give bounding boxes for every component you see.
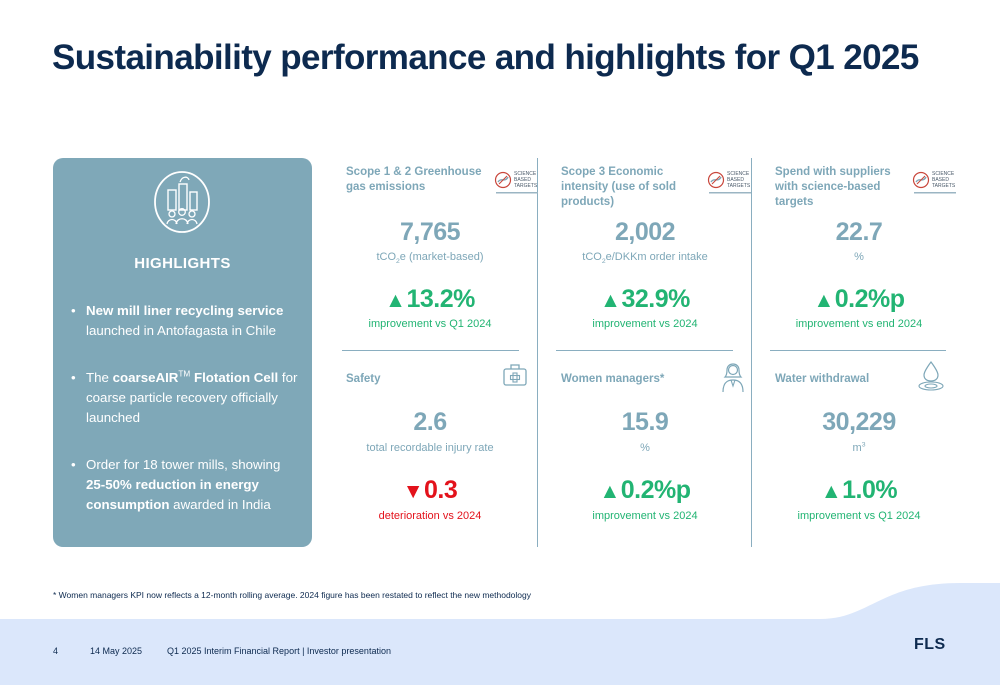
kpi-scope12: Scope 1 & 2 Greenhouse gas emissions SCI…: [346, 165, 539, 345]
bullet: •: [71, 303, 76, 318]
kpi-unit: %: [854, 251, 864, 263]
column-divider: [751, 158, 752, 547]
kpi-change: ▼0.3: [402, 476, 458, 504]
kpi-change: ▲0.2%p: [599, 476, 691, 504]
highlights-panel: HIGHLIGHTS • New mill liner recycling se…: [53, 158, 312, 547]
kpi-change: ▲32.9%: [600, 285, 690, 313]
kpi-change-desc: improvement vs 2024: [592, 318, 698, 330]
page-title: Sustainability performance and highlight…: [52, 38, 919, 77]
fls-logo: FLS: [914, 636, 946, 653]
kpi-unit: m3: [852, 441, 866, 454]
arrow-up-icon: ▲: [599, 480, 620, 503]
kpi-water: Water withdrawal 30,229 m3 ▲1.0% improve…: [775, 361, 953, 532]
first-aid-kit-icon: [503, 364, 527, 386]
svg-text:TARGETS: TARGETS: [514, 183, 538, 189]
kpi-change: ▲1.0%: [820, 476, 898, 504]
highlight-text: launched in Antofagasta in Chile: [86, 323, 276, 338]
highlight-text: awarded in India: [169, 497, 271, 512]
kpi-safety: Safety 2.6 total recordable injury rate …: [346, 364, 527, 532]
footer-date: 14 May 2025: [90, 646, 143, 656]
kpi-unit: tCO2e/DKKm order intake: [582, 251, 708, 266]
highlight-item: • Order for 18 tower mills, showing 25-5…: [71, 455, 301, 515]
bullet: •: [71, 457, 76, 472]
sustainable-city-icon: [154, 171, 210, 233]
kpi-label: Scope 1 & 2 Greenhouse gas emissions: [346, 166, 482, 193]
highlight-text: Order for 18 tower mills, showing: [86, 457, 281, 472]
kpi-value: 7,765: [399, 218, 461, 246]
highlight-text: The: [86, 370, 113, 385]
svg-text:SCIENCE: SCIENCE: [932, 171, 955, 177]
kpi-suppliers: Spend with suppliers with science-based …: [775, 165, 957, 345]
bullet: •: [71, 370, 76, 385]
row-divider: [770, 350, 946, 351]
footnote: * Women managers KPI now reflects a 12-m…: [53, 590, 532, 600]
svg-text:BASED: BASED: [514, 177, 531, 183]
svg-text:SCIENCE: SCIENCE: [727, 171, 750, 177]
highlight-item: • The coarseAIRTM Flotation Cell for coa…: [71, 368, 301, 428]
highlights-heading: HIGHLIGHTS: [134, 255, 231, 272]
kpi-women-managers: Women managers* 15.9 % ▲0.2%p improvemen…: [561, 363, 744, 532]
arrow-up-icon: ▲: [813, 289, 834, 312]
kpi-value: 2.6: [413, 408, 447, 436]
svg-text:BASED: BASED: [727, 177, 744, 183]
kpi-change: ▲13.2%: [385, 285, 475, 313]
svg-text:TARGETS: TARGETS: [932, 183, 956, 189]
woman-manager-icon: [722, 363, 744, 393]
kpi-label: Scope 3 Economic intensity (use of sold …: [561, 166, 677, 208]
arrow-up-icon: ▲: [820, 480, 842, 503]
kpi-change-desc: deterioration vs 2024: [378, 510, 482, 522]
highlights-list: • New mill liner recycling service launc…: [71, 301, 301, 542]
science-based-targets-icon: SCIENCE BASED TARGETS: [707, 171, 752, 195]
column-divider: [537, 158, 538, 547]
highlight-bold: New mill liner recycling service: [86, 303, 284, 318]
highlight-bold: Flotation Cell: [190, 370, 279, 385]
kpi-change: ▲0.2%p: [813, 285, 905, 313]
arrow-up-icon: ▲: [385, 289, 406, 312]
science-based-targets-icon: SCIENCE BASED TARGETS: [912, 171, 957, 195]
kpi-change-desc: improvement vs 2024: [592, 510, 698, 522]
kpi-unit: %: [640, 442, 650, 454]
kpi-label: Women managers*: [561, 373, 665, 385]
highlight-bold: coarseAIR: [112, 370, 179, 385]
highlight-item: • New mill liner recycling service launc…: [71, 301, 301, 341]
row-divider: [342, 350, 519, 351]
kpi-label: Water withdrawal: [775, 373, 870, 385]
page-number: 4: [53, 646, 59, 656]
trademark-sup: TM: [178, 369, 191, 379]
water-drop-icon: [918, 361, 944, 391]
arrow-up-icon: ▲: [600, 289, 621, 312]
highlight-bold: 25-50% reduction in energy consumption: [86, 477, 259, 512]
svg-text:SCIENCE: SCIENCE: [514, 171, 537, 177]
footer-band: [0, 583, 1000, 685]
svg-text:BASED: BASED: [932, 177, 949, 183]
kpi-label: Safety: [346, 373, 381, 385]
kpi-value: 2,002: [614, 218, 676, 246]
arrow-down-icon: ▼: [402, 480, 424, 503]
kpi-value: 30,229: [822, 408, 896, 436]
row-divider: [556, 350, 733, 351]
science-based-targets-icon: SCIENCE BASED TARGETS: [494, 171, 539, 195]
svg-text:TARGETS: TARGETS: [727, 183, 751, 189]
kpi-value: 22.7: [835, 218, 883, 246]
kpi-change-desc: improvement vs end 2024: [795, 318, 923, 330]
kpi-change-desc: improvement vs Q1 2024: [368, 318, 492, 330]
highlight-text: for coarse particle recovery officially …: [86, 370, 298, 425]
kpi-change-desc: improvement vs Q1 2024: [797, 510, 921, 522]
kpi-value: 15.9: [621, 408, 669, 436]
footer-report-title: Q1 2025 Interim Financial Report | Inves…: [167, 646, 391, 656]
kpi-scope3: Scope 3 Economic intensity (use of sold …: [561, 165, 752, 345]
kpi-unit: total recordable injury rate: [366, 442, 494, 454]
kpi-unit: tCO2e (market-based): [376, 251, 484, 266]
kpi-label: Spend with suppliers with science-based …: [775, 166, 891, 208]
